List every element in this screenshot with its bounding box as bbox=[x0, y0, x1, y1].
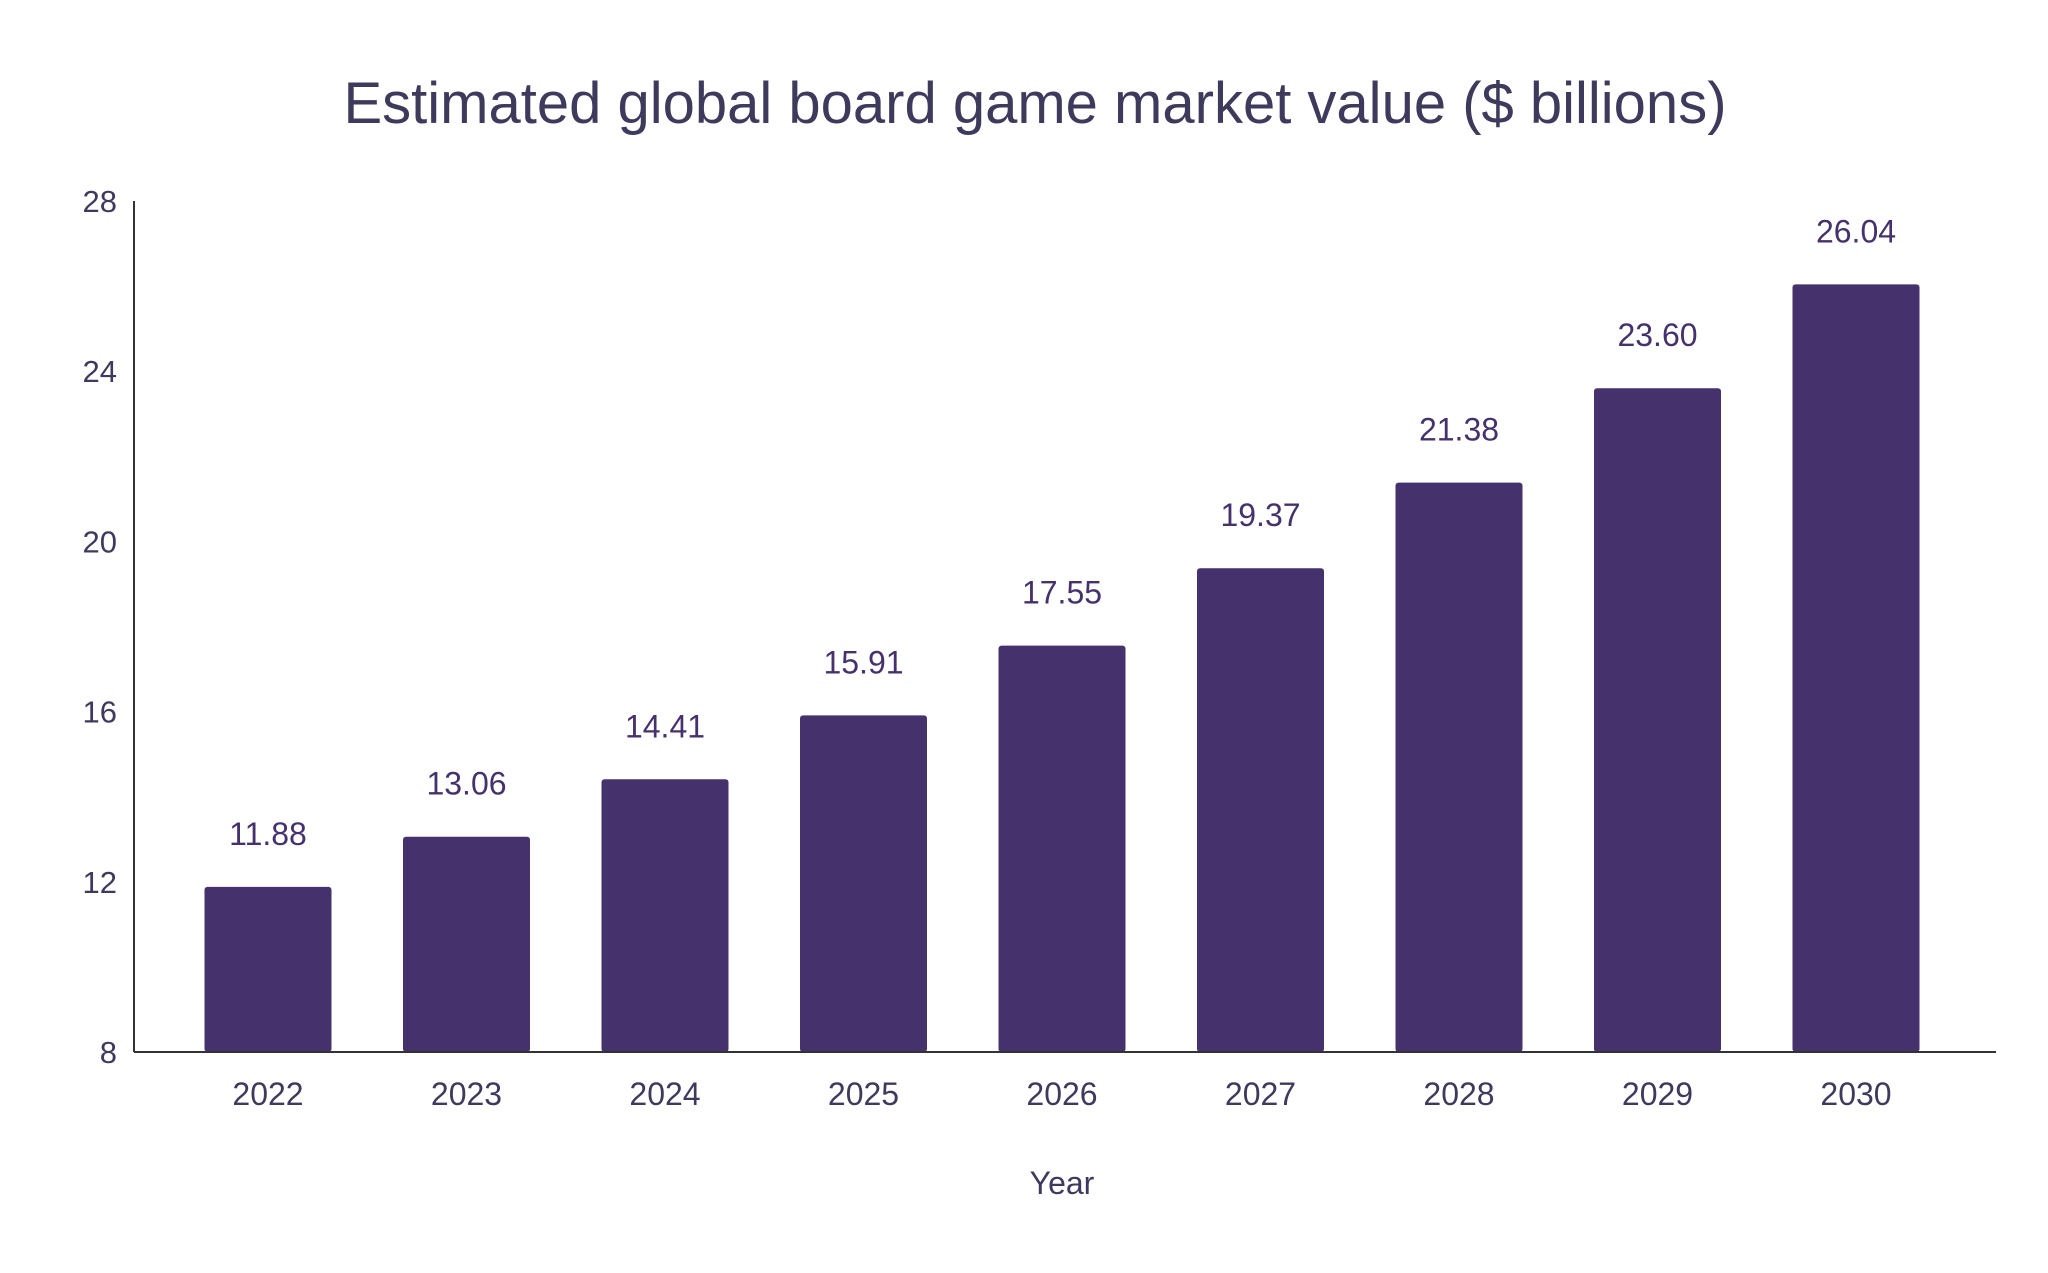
chart-title: Estimated global board game market value… bbox=[343, 71, 1726, 136]
x-tick-label: 2027 bbox=[1225, 1076, 1296, 1112]
x-tick-label: 2022 bbox=[232, 1076, 303, 1112]
bar-2026 bbox=[998, 645, 1126, 1052]
value-label: 19.37 bbox=[1220, 497, 1300, 533]
y-tick-label: 28 bbox=[83, 184, 117, 219]
x-tick-label: 2026 bbox=[1026, 1076, 1097, 1112]
bar-2024 bbox=[601, 779, 729, 1052]
value-label: 21.38 bbox=[1419, 412, 1499, 448]
y-tick-label: 24 bbox=[83, 354, 117, 389]
x-tick-label: 2028 bbox=[1423, 1076, 1494, 1112]
bar-2029 bbox=[1594, 388, 1721, 1053]
value-label: 17.55 bbox=[1022, 575, 1102, 611]
y-tick-label: 12 bbox=[83, 865, 117, 900]
x-tick-label: 2025 bbox=[828, 1076, 899, 1112]
bar-2025 bbox=[800, 715, 927, 1052]
value-label: 26.04 bbox=[1816, 213, 1896, 249]
x-tick-label: 2029 bbox=[1622, 1076, 1693, 1112]
value-label: 15.91 bbox=[823, 644, 903, 680]
value-label: 11.88 bbox=[229, 816, 307, 852]
value-label: 23.60 bbox=[1617, 317, 1697, 353]
x-axis-label: Year bbox=[1030, 1165, 1095, 1201]
bar-2023 bbox=[403, 836, 530, 1052]
bar-2028 bbox=[1395, 482, 1523, 1052]
x-tick-label: 2024 bbox=[629, 1076, 700, 1112]
y-tick-label: 8 bbox=[100, 1035, 117, 1070]
value-label: 13.06 bbox=[426, 766, 506, 802]
y-tick-label: 20 bbox=[83, 524, 117, 559]
bar-2027 bbox=[1197, 568, 1324, 1052]
value-label: 14.41 bbox=[625, 708, 705, 744]
y-tick-label: 16 bbox=[83, 695, 117, 730]
bar-2022 bbox=[204, 886, 332, 1052]
x-tick-label: 2030 bbox=[1820, 1076, 1891, 1112]
x-tick-label: 2023 bbox=[431, 1076, 502, 1112]
bar-2030 bbox=[1792, 284, 1920, 1052]
